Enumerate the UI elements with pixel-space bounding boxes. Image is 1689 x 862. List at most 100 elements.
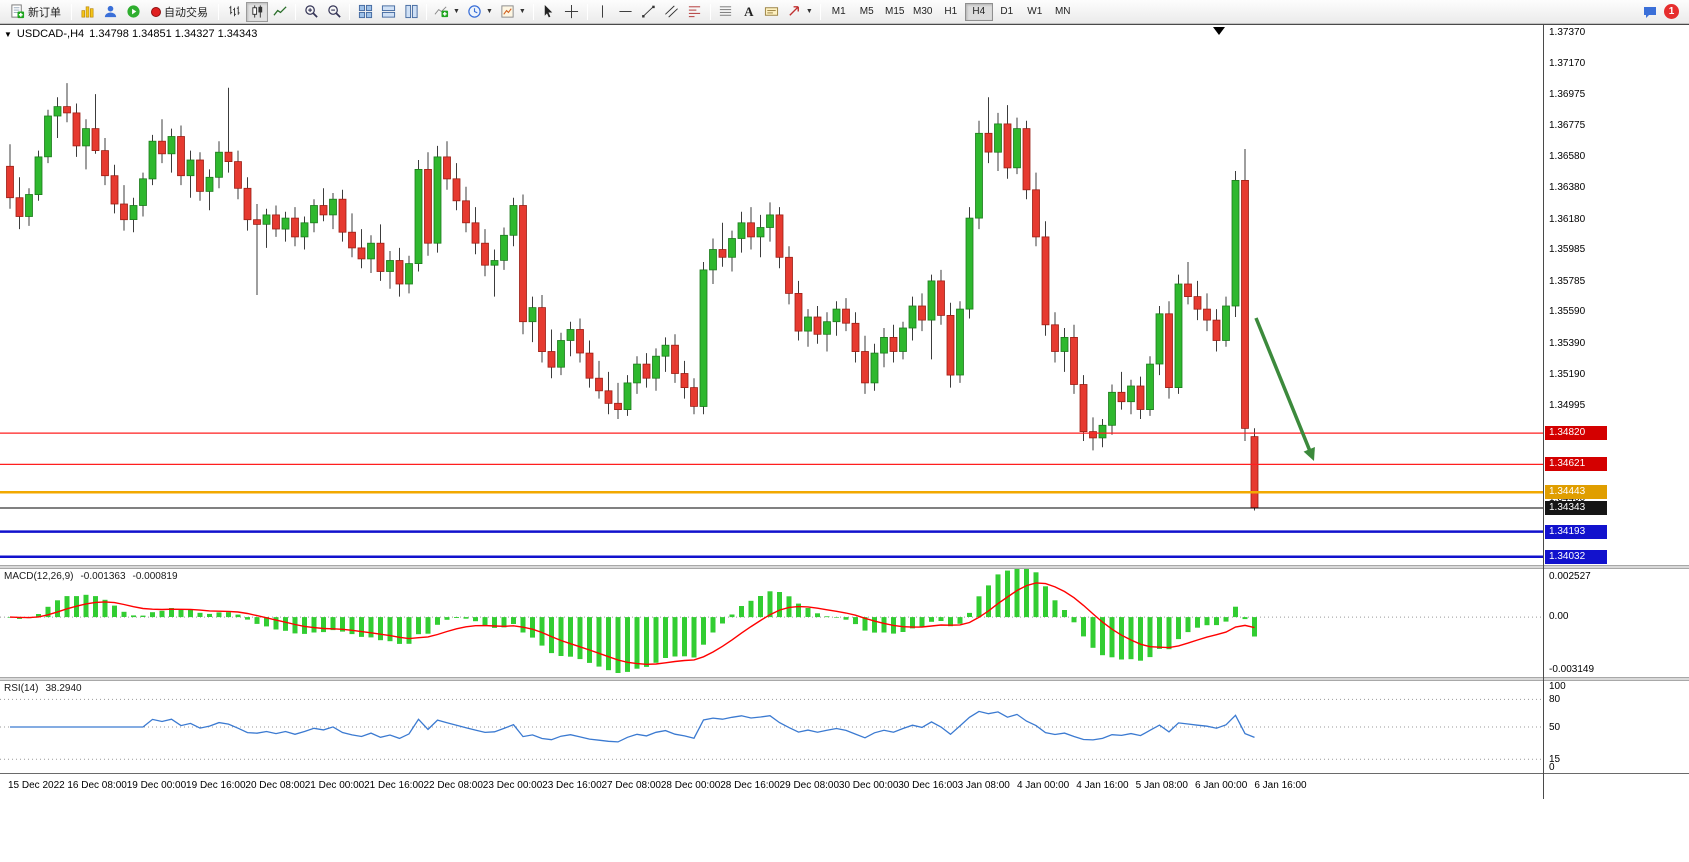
chart-ohlc-header: ▼ USDCAD-,H4 1.34798 1.34851 1.34327 1.3… bbox=[4, 28, 257, 40]
auto-trading-status-icon bbox=[151, 6, 161, 17]
line-chart-button[interactable] bbox=[269, 2, 291, 22]
panel-divider[interactable] bbox=[0, 565, 1543, 569]
main-chart-panel: ▼ USDCAD-,H4 1.34798 1.34851 1.34327 1.3… bbox=[0, 25, 1543, 565]
time-label: 23 Dec 00:00 bbox=[482, 780, 543, 791]
profiles-button[interactable] bbox=[99, 2, 121, 22]
price-scale[interactable]: 1.37370 1.37170 1.36975 1.36775 1.36580 1.363… bbox=[1544, 25, 1689, 566]
chat-button[interactable] bbox=[1639, 2, 1661, 22]
grid-button[interactable] bbox=[715, 2, 737, 22]
time-label: 3 Jan 08:00 bbox=[957, 780, 1010, 791]
price-level-badge: 1.34820 bbox=[1545, 426, 1607, 441]
line-chart-icon bbox=[272, 6, 287, 16]
chart-window: ▼ USDCAD-,H4 1.34798 1.34851 1.34327 1.3… bbox=[0, 24, 1689, 799]
timeframe-W1[interactable]: W1 bbox=[1021, 3, 1049, 21]
timeframe-M30[interactable]: M30 bbox=[909, 3, 937, 21]
timeframe-MN[interactable]: MN bbox=[1049, 3, 1077, 21]
scale-divider bbox=[1544, 677, 1689, 681]
price-tick: 1.36775 bbox=[1549, 120, 1586, 132]
macd-label: MACD(12,26,9) -0.001363 -0.000819 bbox=[4, 571, 178, 582]
dropdown-caret-icon: ▼ bbox=[805, 8, 813, 15]
text-label-icon bbox=[765, 7, 779, 16]
timeframe-H4[interactable]: H4 bbox=[964, 2, 993, 21]
timeframe-D1[interactable]: D1 bbox=[993, 3, 1021, 21]
time-label: 4 Jan 00:00 bbox=[1016, 780, 1070, 791]
text-button[interactable]: A bbox=[738, 2, 760, 22]
arrange-vertical-icon bbox=[404, 4, 418, 19]
auto-trading-label: 自动交易 bbox=[164, 6, 208, 19]
toolbar-separator bbox=[532, 3, 534, 20]
trendline-button[interactable] bbox=[638, 2, 660, 22]
macd-scale[interactable]: 0.002527 0.00 -0.003149 bbox=[1544, 569, 1689, 677]
zoom-in-button[interactable] bbox=[300, 2, 322, 22]
price-level-badge: 1.34443 bbox=[1545, 485, 1607, 500]
rsi-panel: RSI(14) 38.2940 bbox=[0, 681, 1543, 773]
tile-windows-button[interactable] bbox=[354, 2, 376, 22]
time-label: 4 Jan 16:00 bbox=[1076, 780, 1129, 791]
timeframe-M1[interactable]: M1 bbox=[825, 3, 853, 21]
panel-divider[interactable] bbox=[0, 677, 1543, 681]
fibonacci-button[interactable] bbox=[684, 2, 706, 22]
arrange-vertical-button[interactable] bbox=[400, 2, 422, 22]
vertical-line-button[interactable] bbox=[592, 2, 614, 22]
time-label: 16 Dec 08:00 bbox=[67, 780, 127, 791]
cursor-button[interactable] bbox=[538, 2, 560, 22]
price-chart-canvas[interactable] bbox=[0, 25, 1543, 565]
time-axis[interactable]: 15 Dec 2022 16 Dec 08:00 19 Dec 00:00 19 De… bbox=[0, 773, 1543, 799]
rsi-scale[interactable]: 100 80 50 15 0 bbox=[1544, 681, 1689, 773]
arrange-horizontal-button[interactable] bbox=[377, 2, 399, 22]
candlestick-button[interactable] bbox=[246, 1, 268, 22]
indicators-button[interactable]: ▼ bbox=[431, 2, 463, 22]
toolbar-separator bbox=[586, 3, 588, 20]
time-label: 29 Dec 08:00 bbox=[779, 780, 840, 791]
price-tick: 1.34995 bbox=[1549, 399, 1586, 411]
rsi-value: 38.2940 bbox=[45, 683, 82, 694]
rsi-canvas[interactable] bbox=[0, 681, 1543, 773]
new-order-icon bbox=[11, 4, 25, 19]
horizontal-line-icon bbox=[619, 11, 632, 12]
text-label-button[interactable] bbox=[761, 2, 783, 22]
bar-chart-button[interactable] bbox=[223, 2, 245, 22]
rsi-scale-tick: 15 bbox=[1549, 754, 1561, 766]
price-tick: 1.36180 bbox=[1549, 213, 1586, 225]
macd-scale-max: 0.002527 bbox=[1549, 571, 1591, 582]
price-tick: 1.36975 bbox=[1549, 88, 1586, 100]
dropdown-caret-icon: ▼ bbox=[453, 8, 460, 15]
scale-corner bbox=[1544, 773, 1689, 799]
crosshair-button[interactable] bbox=[561, 2, 583, 22]
new-chart-icon bbox=[81, 6, 93, 18]
channel-button[interactable] bbox=[661, 2, 683, 22]
new-chart-button[interactable] bbox=[76, 2, 98, 22]
template-icon bbox=[501, 5, 514, 18]
strategy-tester-button[interactable] bbox=[122, 2, 144, 22]
notifications-badge[interactable]: 1 bbox=[1664, 4, 1679, 19]
time-label: 21 Dec 16:00 bbox=[364, 780, 424, 791]
chart-ohlc-values: 1.34798 1.34851 1.34327 1.34343 bbox=[89, 28, 258, 40]
timeframe-M15[interactable]: M15 bbox=[881, 3, 909, 21]
macd-canvas[interactable] bbox=[0, 569, 1543, 677]
tile-windows-icon bbox=[358, 4, 372, 19]
time-label: 5 Jan 08:00 bbox=[1135, 780, 1188, 791]
arrows-button[interactable]: ▼ bbox=[784, 2, 816, 22]
rsi-label: RSI(14) 38.2940 bbox=[4, 683, 82, 694]
timeframe-M5[interactable]: M5 bbox=[853, 3, 881, 21]
time-label: 23 Dec 16:00 bbox=[542, 780, 602, 791]
collapse-triangle-icon[interactable]: ▼ bbox=[4, 29, 12, 39]
macd-scale-zero: 0.00 bbox=[1549, 611, 1569, 623]
toolbar-separator bbox=[819, 3, 821, 20]
macd-scale-min: -0.003149 bbox=[1549, 664, 1595, 675]
horizontal-line-button[interactable] bbox=[615, 2, 637, 22]
toolbar-separator bbox=[709, 3, 711, 20]
timeframe-H1[interactable]: H1 bbox=[937, 3, 965, 21]
fibonacci-icon bbox=[689, 6, 701, 18]
arrows-icon bbox=[789, 6, 799, 16]
macd-name: MACD(12,26,9) bbox=[4, 571, 74, 582]
new-order-button[interactable]: 新订单 bbox=[4, 2, 67, 22]
auto-trading-button[interactable]: 自动交易 bbox=[145, 2, 214, 22]
periods-button[interactable]: ▼ bbox=[464, 2, 496, 22]
zoom-out-button[interactable] bbox=[323, 2, 345, 22]
price-level-badge: 1.34621 bbox=[1545, 457, 1607, 472]
templates-button[interactable]: ▼ bbox=[497, 2, 529, 22]
zoom-out-icon bbox=[327, 5, 341, 18]
grid-icon bbox=[720, 6, 732, 16]
macd-panel: MACD(12,26,9) -0.001363 -0.000819 bbox=[0, 569, 1543, 677]
